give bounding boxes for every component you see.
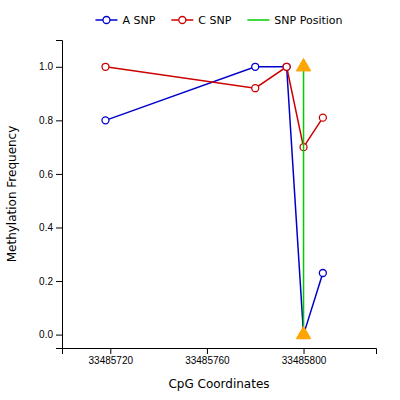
tick: 0.4 [39,222,62,233]
legend-item: C SNP [171,14,231,27]
y-axis-title: Methylation Frequency [5,126,19,263]
tick-label: 0.8 [39,115,53,126]
triangle-marker [296,326,310,338]
tick: 33485720 [89,348,134,366]
tick-mark [56,67,62,68]
point [319,114,326,121]
legend-item: SNP Position [247,14,342,27]
tick-label: 0.0 [39,329,53,340]
point [319,270,326,277]
plot: 33485720 33485760 33485800 0.0 0.2 0.4 0.6 0.8 1… [39,41,376,367]
tick-mark [56,120,62,121]
marks [102,58,326,338]
tick: 0.6 [39,169,62,180]
tick-label: 0.6 [39,169,53,180]
tick-label: 33485720 [89,355,134,366]
tick: 0.0 [39,329,62,340]
tick: 33485760 [185,348,230,366]
legend-swatch [247,19,269,21]
legend-swatch-marker [103,17,110,24]
tick-label: 0.2 [39,276,53,287]
tick-mark [110,348,111,354]
legend: A SNP C SNP SNP Position [95,14,342,27]
tick: 33485800 [282,348,327,366]
line [105,67,322,147]
tick-mark [56,281,62,282]
legend-label: A SNP [122,14,155,27]
line [303,67,305,335]
tick-label: 1.0 [39,61,53,72]
point [252,63,259,70]
legend-label: C SNP [198,14,231,27]
tick-mark [304,348,305,354]
tick-label: 33485800 [282,355,327,366]
tick: 1.0 [39,61,62,72]
legend-label: SNP Position [274,14,342,27]
legend-swatch-marker [179,17,186,24]
point [102,117,109,124]
axis-line [63,349,377,355]
tick-mark [56,174,62,175]
tick-label: 33485760 [185,355,230,366]
series [296,58,310,338]
series [303,67,304,335]
chart: 33485720 33485760 33485800 0.0 0.2 0.4 0.6 0.8 1… [0,0,400,400]
line [105,67,322,335]
legend-item: A SNP [95,14,155,27]
series [102,63,326,150]
point [283,63,290,70]
axis-line [56,41,63,349]
x-axis: 33485720 33485760 33485800 [63,348,377,366]
point [283,63,290,70]
tick: 0.2 [39,276,62,287]
tick-mark [56,227,62,228]
tick: 0.8 [39,115,62,126]
point [102,63,109,70]
point [252,85,259,92]
tick-label: 0.4 [39,222,53,233]
y-axis: 0.0 0.2 0.4 0.6 0.8 1.0 [39,41,62,349]
triangle-marker [296,58,310,70]
x-axis-title: CpG Coordinates [168,377,269,391]
series [102,63,326,338]
tick-mark [56,335,62,336]
tick-mark [207,348,208,354]
